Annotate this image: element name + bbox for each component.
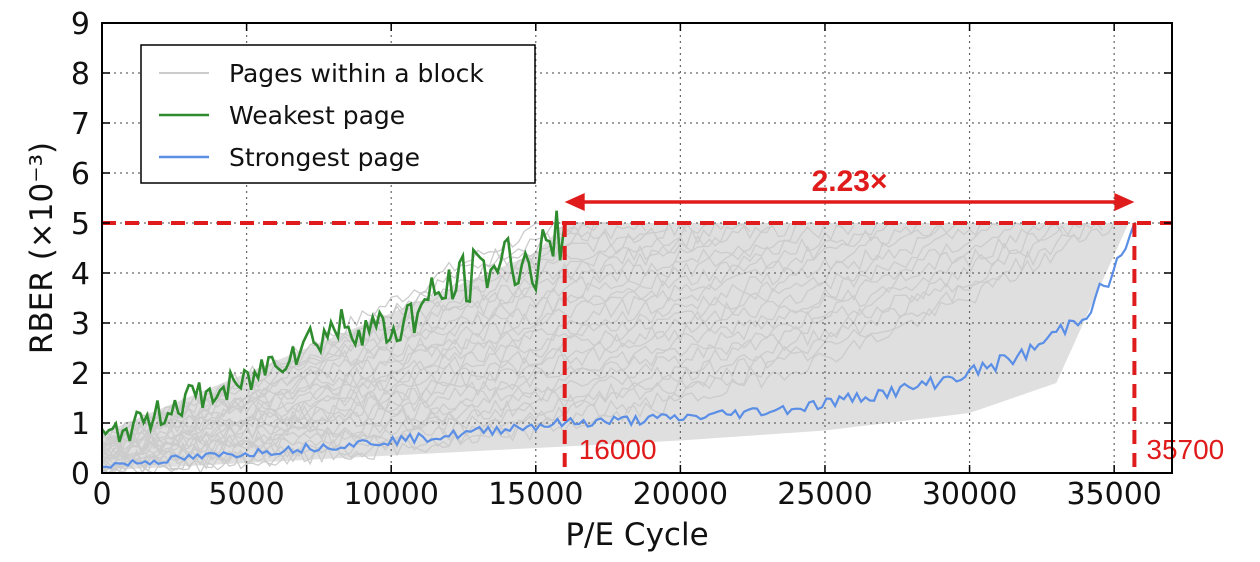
block-page-line [101, 222, 791, 457]
y-tick-label: 5 [71, 207, 90, 242]
legend-label: Strongest page [229, 143, 420, 172]
block-page-line [101, 224, 751, 449]
x-tick-label: 5000 [208, 477, 284, 512]
x-tick-label: 35000 [1066, 477, 1161, 512]
y-tick-label: 0 [71, 457, 90, 492]
block-page-line [101, 222, 774, 455]
x-tick-label: 20000 [633, 477, 728, 512]
y-tick-label: 2 [71, 357, 90, 392]
block-page-line [101, 222, 710, 452]
block-page-line [101, 222, 814, 457]
legend-label: Weakest page [229, 101, 405, 130]
block-page-line [101, 222, 959, 470]
x-tick-label: 15000 [488, 477, 583, 512]
block-page-line [101, 222, 982, 468]
ratio-arrow-head-right [1114, 193, 1135, 211]
block-page-line [101, 222, 606, 440]
block-page-line [101, 222, 895, 461]
x-tick-label: 10000 [343, 477, 438, 512]
y-tick-label: 3 [71, 307, 90, 342]
block-page-line [101, 224, 1046, 472]
weakest-page-line [100, 210, 566, 443]
plot-frame [101, 22, 1173, 474]
annotation-layer: 2.23× 16000 35700 [102, 165, 1224, 473]
legend: Pages within a block Weakest page Stronges… [140, 44, 536, 184]
strongest-page-line [101, 222, 1136, 469]
y-axis-label: RBER (×10⁻³) [24, 142, 60, 354]
ratio-arrow-head-left [564, 193, 585, 211]
y-tick-label: 7 [71, 107, 90, 142]
axes-layer: 0 5000 10000 15000 20000 25000 30000 3500001234… [24, 7, 1173, 553]
block-page-line [101, 222, 1126, 475]
x-axis-label: P/E Cycle [565, 517, 708, 553]
block-page-line [101, 222, 919, 461]
x-tick-label: 0 [92, 477, 111, 512]
block-page-line [101, 223, 1063, 474]
marker-left-label: 16000 [579, 434, 657, 465]
y-tick-label: 1 [71, 407, 90, 442]
pages-band-area [102, 223, 1129, 471]
y-tick-label: 6 [71, 157, 90, 192]
y-tick-label: 8 [71, 57, 90, 92]
x-tick-label: 30000 [922, 477, 1017, 512]
marker-right-label: 35700 [1146, 434, 1224, 465]
y-tick-label: 9 [71, 7, 90, 42]
block-page-line [101, 222, 878, 463]
series-layer [100, 210, 1136, 469]
y-tick-label: 4 [71, 257, 90, 292]
x-tick-label: 25000 [777, 477, 872, 512]
block-page-line [101, 222, 1086, 474]
ratio-label: 2.23× [812, 165, 888, 198]
legend-label: Pages within a block [229, 59, 484, 88]
block-page-line [101, 222, 942, 467]
